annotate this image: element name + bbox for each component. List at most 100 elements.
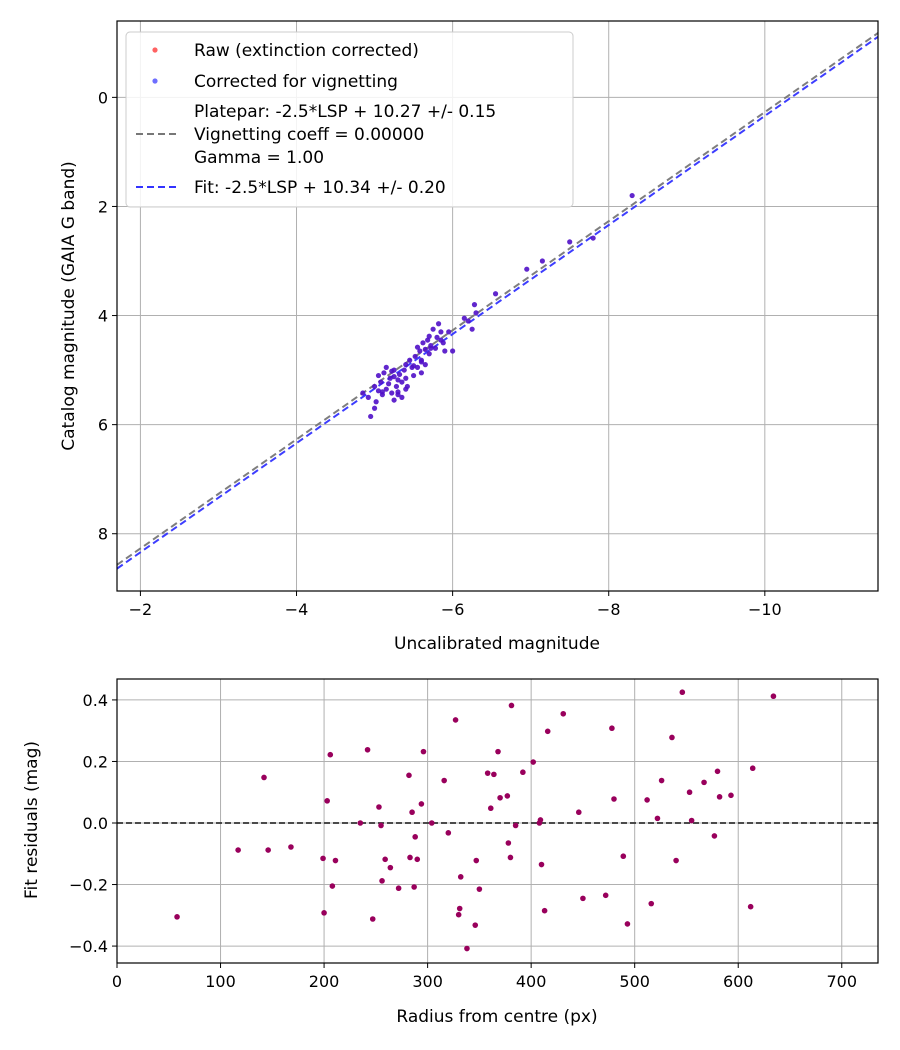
bottom-x-tick-label: 100	[205, 972, 236, 991]
top-data-point	[432, 345, 439, 351]
bottom-residual-point	[455, 911, 462, 918]
top-data-point	[391, 397, 397, 403]
top-data-point	[371, 405, 378, 411]
top-data-point	[473, 310, 479, 316]
top-data-point	[391, 367, 397, 373]
top-data-point	[471, 302, 478, 308]
top-data-point	[407, 357, 413, 363]
bottom-residual-point	[414, 856, 421, 863]
top-data-point	[539, 258, 545, 264]
top-data-point	[389, 390, 395, 396]
top-data-point	[395, 392, 401, 398]
legend-box	[125, 31, 574, 208]
legend-corrected-label: Corrected for vignetting	[194, 72, 398, 92]
top-data-point	[379, 389, 385, 395]
top-data-point	[401, 367, 407, 373]
top-x-tick-label: −8	[597, 600, 621, 619]
top-data-point	[383, 364, 389, 370]
bottom-residual-point	[364, 746, 371, 753]
top-data-point	[428, 345, 434, 351]
top-data-point	[412, 353, 418, 360]
legend-gamma-label: Gamma = 1.00	[194, 148, 324, 168]
top-axes-frame	[116, 20, 879, 592]
bottom-chart: 0 100 200 300 400 500 600 700 −0.4 −0.2 0.0 0.2 0.4…	[22, 678, 879, 1027]
bottom-residual-point	[329, 883, 336, 889]
bottom-residual-point	[530, 759, 537, 765]
bottom-residual-point	[648, 900, 655, 907]
bottom-residual-point	[686, 789, 693, 796]
top-y-ticks: 0 2 4 6 8	[98, 88, 117, 544]
bottom-residual-point	[428, 820, 435, 826]
bottom-x-tick-label: 0	[112, 972, 122, 991]
top-data-point	[418, 370, 424, 376]
bottom-residual-point	[452, 717, 459, 723]
top-data-point	[442, 348, 448, 354]
top-data-point	[360, 390, 366, 396]
top-scatter-points	[360, 192, 635, 420]
bottom-residual-point	[235, 847, 241, 853]
bottom-residual-point	[378, 822, 384, 829]
top-data-point	[422, 362, 428, 368]
bottom-residual-point	[711, 833, 718, 839]
top-data-point	[393, 383, 400, 390]
bottom-residual-point	[575, 809, 582, 816]
bottom-residual-point	[412, 834, 418, 840]
top-data-point	[422, 346, 428, 352]
bottom-residual-point	[445, 830, 452, 836]
bottom-y-tick-label: 0.4	[83, 691, 108, 710]
bottom-residual-point	[472, 922, 479, 928]
top-data-point	[403, 375, 409, 381]
top-data-point	[375, 372, 382, 379]
bottom-residual-point	[749, 765, 756, 772]
top-data-point	[403, 386, 409, 392]
bottom-residual-point	[320, 855, 326, 862]
bottom-residual-point	[560, 710, 567, 717]
bottom-residual-point	[407, 854, 413, 861]
bottom-x-tick-label: 200	[309, 972, 340, 991]
bottom-grid	[116, 679, 878, 963]
legend: Raw (extinction corrected) Corrected for…	[125, 31, 574, 208]
bottom-residual-point	[504, 793, 511, 799]
legend-fit-label: Fit: -2.5*LSP + 10.34 +/- 0.20	[194, 178, 446, 198]
top-data-point	[426, 351, 432, 357]
top-data-point	[420, 340, 426, 346]
bottom-residual-point	[512, 822, 519, 829]
bottom-residual-point	[379, 878, 385, 884]
top-data-point	[410, 363, 417, 369]
bottom-residual-point	[673, 857, 679, 864]
top-platepar-line	[117, 32, 878, 566]
bottom-axes-frame	[116, 678, 879, 964]
top-data-point	[395, 377, 401, 383]
bottom-residual-point	[387, 864, 394, 871]
bottom-x-tick-label: 400	[516, 972, 547, 991]
top-data-point	[590, 235, 596, 241]
top-data-point	[387, 375, 393, 381]
bottom-residual-point	[382, 856, 388, 863]
top-data-point	[430, 326, 436, 332]
top-data-point	[469, 326, 475, 332]
bottom-residual-point	[609, 725, 615, 732]
top-data-point	[371, 383, 378, 390]
bottom-residual-point	[580, 895, 586, 902]
bottom-residual-point	[411, 884, 417, 890]
bottom-residual-point	[728, 792, 734, 799]
bottom-residual-point	[174, 914, 180, 920]
bottom-residual-point	[537, 817, 544, 823]
bottom-residual-point	[538, 861, 545, 868]
top-y-axis-label: Catalog magnitude (GAIA G band)	[59, 161, 79, 451]
top-y-tick-label: 0	[98, 88, 108, 107]
top-data-point	[461, 315, 467, 321]
top-data-point	[399, 379, 405, 385]
bottom-residual-point	[644, 797, 650, 803]
top-y-tick-label: 6	[98, 416, 108, 435]
top-data-point	[410, 372, 417, 379]
bottom-residual-point	[747, 903, 754, 910]
top-data-point	[399, 394, 405, 400]
bottom-residual-point	[544, 728, 551, 735]
top-data-point	[567, 239, 573, 245]
bottom-x-axis-label: Radius from centre (px)	[396, 1007, 597, 1027]
bottom-residual-point	[658, 777, 665, 784]
top-data-point	[438, 329, 444, 335]
bottom-residual-point	[409, 809, 415, 816]
